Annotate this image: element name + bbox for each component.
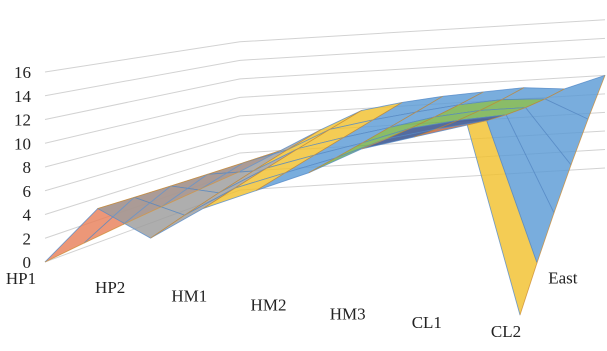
gridline xyxy=(44,74,606,144)
y-tick-label: 16 xyxy=(14,63,31,82)
y-tick-label: 12 xyxy=(14,111,31,130)
surface-col-line xyxy=(203,110,362,209)
gridline xyxy=(44,56,606,120)
x-category-label: HM2 xyxy=(251,296,287,315)
surface-layer xyxy=(44,74,606,317)
wireframe-layer xyxy=(44,74,606,316)
y-tick-label: 2 xyxy=(23,229,32,248)
x-category-label: CL2 xyxy=(491,322,521,341)
y-tick-label: 0 xyxy=(23,253,32,272)
surface-row-line xyxy=(200,98,589,190)
surface-row-line xyxy=(239,74,606,172)
y-tick-label: 6 xyxy=(23,182,32,201)
surface-col-line xyxy=(150,129,322,239)
surface-col-line xyxy=(414,87,525,138)
surface-row-line xyxy=(122,114,555,225)
surface-row-line xyxy=(83,120,538,264)
surface-row-line xyxy=(161,107,572,207)
x-category-label: HM3 xyxy=(330,304,366,323)
x-category-label: CL1 xyxy=(412,313,442,332)
gridline xyxy=(44,19,606,73)
surface-col-line xyxy=(467,88,565,126)
gridline xyxy=(44,37,606,97)
x-category-label: HP2 xyxy=(95,278,125,297)
y-tick-label: 8 xyxy=(23,158,32,177)
surface-col-line xyxy=(519,75,606,316)
series-axis-label: East xyxy=(548,268,578,287)
surface-col-line xyxy=(44,171,241,263)
y-tick-label: 4 xyxy=(23,206,32,225)
surface-col-line xyxy=(308,95,444,174)
x-category-label: HM1 xyxy=(171,287,207,306)
y-tick-label: 14 xyxy=(14,87,32,106)
y-tick-label: 10 xyxy=(14,134,31,153)
surface-col-line xyxy=(361,91,484,150)
x-category-label: HP1 xyxy=(6,269,36,288)
label-layer: 0 2 4 6 8 10 12 14 16 HP1 HP2 HM1 HM2 HM3 CL1 CL2 East xyxy=(6,63,578,341)
surface-col-line xyxy=(255,102,403,191)
surface-col-line xyxy=(97,150,281,209)
